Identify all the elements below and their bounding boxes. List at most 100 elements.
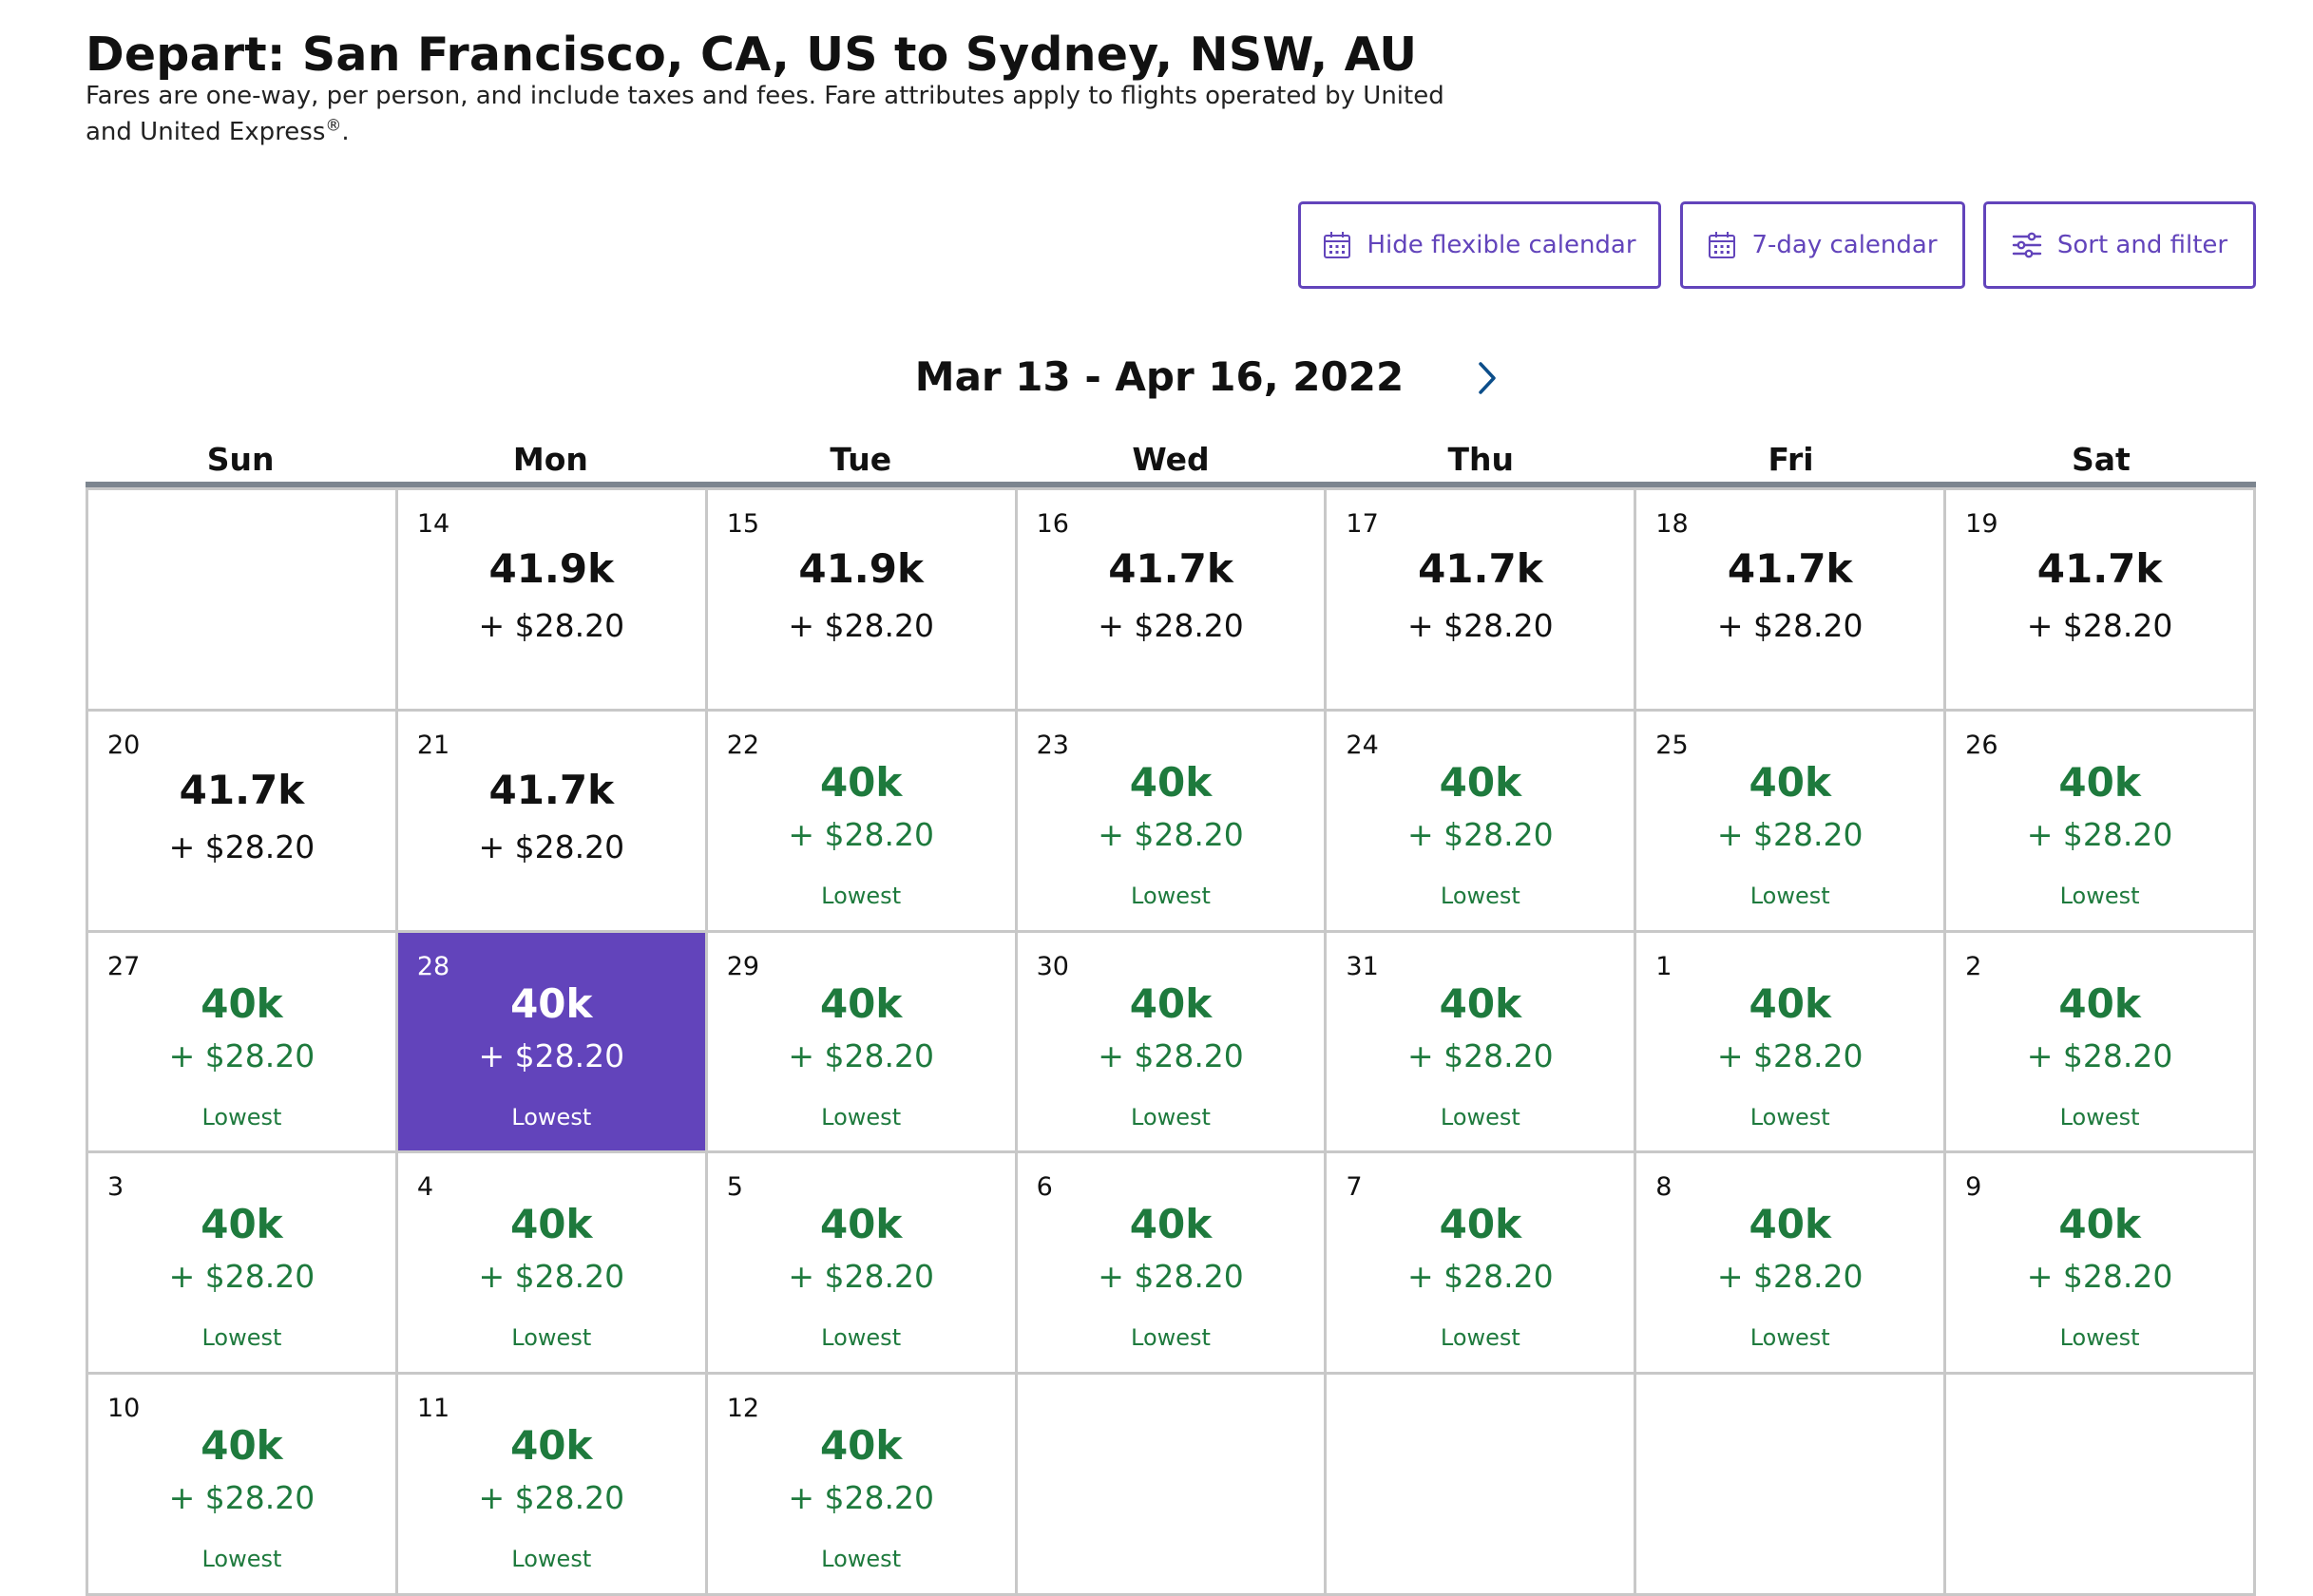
seven-day-calendar-button[interactable]: 7-day calendar [1680,201,1965,289]
hide-flexible-calendar-button[interactable]: Hide flexible calendar [1298,201,1661,289]
lowest-fare-badge: Lowest [511,1546,592,1573]
fare-miles: 40k [819,1422,903,1470]
fare-miles: 41.7k [488,766,615,813]
fare-taxes: + $28.20 [168,1479,315,1517]
lowest-fare-badge: Lowest [201,1324,282,1352]
calendar-day-cell[interactable]: 31 40k + $28.20 Lowest [1327,932,1637,1154]
calendar-day-cell[interactable]: 4 40k + $28.20 Lowest [397,1153,708,1376]
calendar-day-cell[interactable]: 24 40k + $28.20 Lowest [1327,711,1637,933]
weekday-label: Thu [1447,441,1515,478]
calendar-day-cell[interactable]: 12 40k + $28.20 Lowest [707,1375,1018,1596]
calendar-day-cell[interactable]: 6 40k + $28.20 Lowest [1017,1153,1328,1376]
calendar-day-cell[interactable]: 23 40k + $28.20 Lowest [1017,711,1328,933]
fare-taxes: + $28.20 [168,1258,315,1296]
lowest-fare-badge: Lowest [1749,1103,1830,1130]
fare-miles: 40k [2058,758,2141,806]
weekday-label: Fri [1768,441,1814,478]
calendar-day-cell[interactable]: 20 41.7k + $28.20 [88,711,398,933]
fare-taxes: + $28.20 [2026,607,2173,644]
lowest-fare-badge: Lowest [1440,882,1520,909]
calendar-day-cell[interactable]: 28 40k + $28.20 Lowest [397,932,708,1154]
empty-day-cell [1946,1375,2256,1596]
registered-mark: ® [325,116,342,136]
calendar-day-cell[interactable]: 18 41.7k + $28.20 [1636,490,1947,712]
seven-day-calendar-label: 7-day calendar [1751,231,1938,259]
fare-taxes: + $28.20 [1407,607,1554,644]
hide-flexible-calendar-label: Hide flexible calendar [1367,231,1636,259]
fare-miles: 40k [2058,979,2141,1027]
day-number: 4 [416,1172,434,1203]
fare-taxes: + $28.20 [478,827,625,865]
calendar-day-cell[interactable]: 19 41.7k + $28.20 [1946,490,2256,712]
day-number: 8 [1655,1172,1673,1203]
fare-miles: 40k [510,979,593,1027]
fare-miles: 40k [1129,979,1213,1027]
calendar-day-cell[interactable]: 21 41.7k + $28.20 [397,711,708,933]
calendar-day-cell[interactable]: 29 40k + $28.20 Lowest [707,932,1018,1154]
day-number: 19 [1965,509,1998,539]
chevron-right-icon [1477,361,1498,399]
day-number: 30 [1036,951,1069,981]
weekday-header: Sun Mon Tue Wed Thu Fri Sat [86,437,2256,483]
day-number: 24 [1346,730,1379,760]
day-number: 17 [1346,509,1379,539]
calendar-day-cell[interactable]: 8 40k + $28.20 Lowest [1636,1153,1947,1376]
calendar-day-cell[interactable]: 25 40k + $28.20 Lowest [1636,711,1947,933]
calendar-day-cell[interactable]: 1 40k + $28.20 Lowest [1636,932,1947,1154]
lowest-fare-badge: Lowest [1131,882,1211,909]
next-month-button[interactable] [1463,356,1511,404]
lowest-fare-badge: Lowest [1749,1324,1830,1352]
weekday-label: Tue [830,441,892,478]
fare-taxes: + $28.20 [1098,1036,1244,1074]
lowest-fare-badge: Lowest [821,1103,902,1130]
fare-miles: 40k [1749,979,1831,1027]
calendar-day-cell[interactable]: 16 41.7k + $28.20 [1017,490,1328,712]
calendar-day-cell[interactable]: 3 40k + $28.20 Lowest [88,1153,398,1376]
empty-day-cell [1017,1375,1328,1596]
sort-and-filter-button[interactable]: Sort and filter [1983,201,2256,289]
fare-disclaimer-end: . [341,118,350,146]
fare-taxes: + $28.20 [478,607,625,644]
day-number: 18 [1655,509,1689,539]
day-number: 26 [1965,730,1998,760]
fare-miles: 41.7k [1418,545,1543,592]
page-title: Depart: San Francisco, CA, US to Sydney,… [86,27,1418,82]
fare-taxes: + $28.20 [1716,607,1864,644]
calendar-day-cell[interactable]: 22 40k + $28.20 Lowest [707,711,1018,933]
calendar-day-cell[interactable]: 15 41.9k + $28.20 [707,490,1018,712]
calendar-day-cell[interactable]: 17 41.7k + $28.20 [1327,490,1637,712]
day-number: 27 [107,951,141,981]
calendar-day-cell[interactable]: 2 40k + $28.20 Lowest [1946,932,2256,1154]
fare-miles: 40k [510,1201,593,1248]
fare-taxes: + $28.20 [478,1258,625,1296]
empty-day-cell [1327,1375,1637,1596]
day-number: 9 [1965,1172,1982,1203]
calendar-day-cell[interactable]: 9 40k + $28.20 Lowest [1946,1153,2256,1376]
calendar-day-cell[interactable]: 7 40k + $28.20 Lowest [1327,1153,1637,1376]
lowest-fare-badge: Lowest [201,1546,282,1573]
weekday-label: Sat [2071,441,2131,478]
day-number: 12 [726,1394,760,1424]
calendar-day-cell[interactable]: 10 40k + $28.20 Lowest [88,1375,398,1596]
fare-miles: 40k [2058,1201,2141,1248]
fare-taxes: + $28.20 [1098,607,1244,644]
calendar-day-cell[interactable]: 30 40k + $28.20 Lowest [1017,932,1328,1154]
fare-miles: 41.7k [2036,545,2163,592]
day-number: 25 [1655,730,1689,760]
lowest-fare-badge: Lowest [201,1103,282,1130]
day-number: 29 [726,951,760,981]
calendar-day-cell[interactable]: 26 40k + $28.20 Lowest [1946,711,2256,933]
day-number: 7 [1346,1172,1363,1203]
calendar-day-cell[interactable]: 14 41.9k + $28.20 [397,490,708,712]
calendar-day-cell[interactable]: 27 40k + $28.20 Lowest [88,932,398,1154]
day-number: 2 [1965,951,1982,981]
fare-miles: 40k [1129,1201,1213,1248]
weekday-divider [86,482,2256,489]
calendar-day-cell[interactable]: 5 40k + $28.20 Lowest [707,1153,1018,1376]
fare-taxes: + $28.20 [788,1258,934,1296]
calendar-icon [1323,231,1351,259]
day-number: 5 [726,1172,743,1203]
fare-miles: 41.7k [179,766,305,813]
day-number: 31 [1346,951,1379,981]
calendar-day-cell[interactable]: 11 40k + $28.20 Lowest [397,1375,708,1596]
